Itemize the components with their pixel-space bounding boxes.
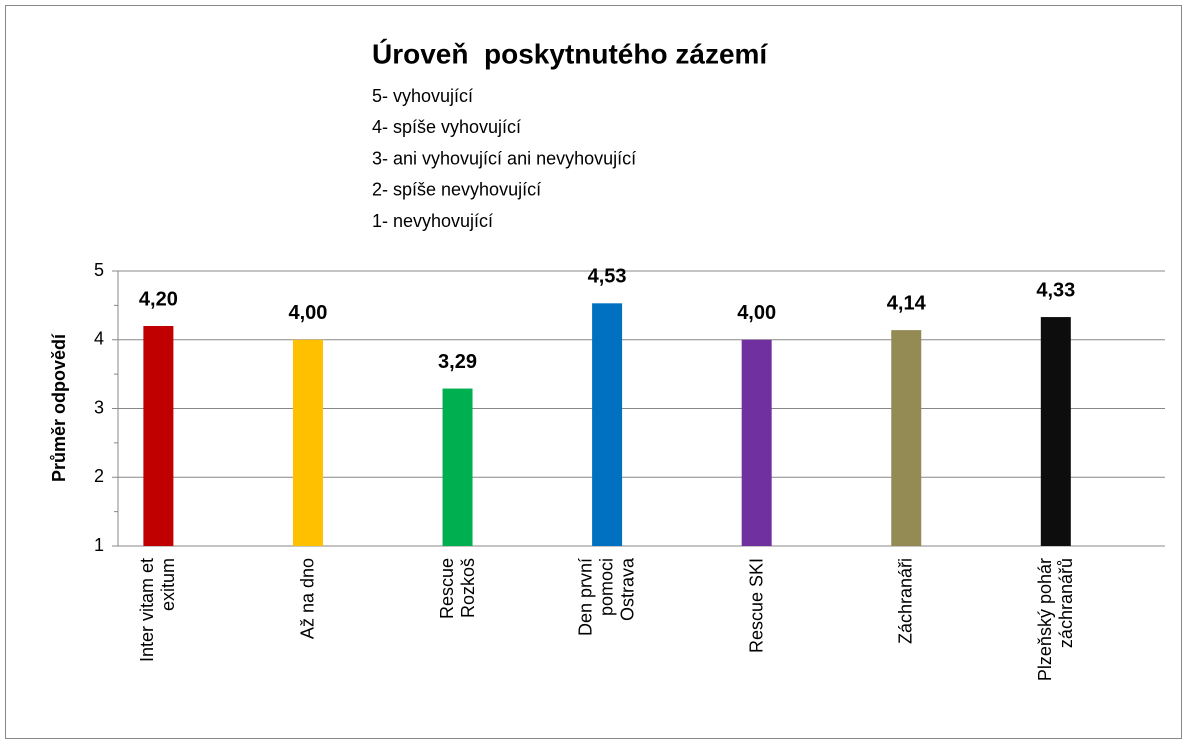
bar <box>891 330 922 546</box>
subtitle-line: 4- spíše vyhovující <box>372 117 521 137</box>
bar <box>592 303 623 546</box>
y-tick-label: 1 <box>94 535 104 555</box>
x-tick-label: Inter vitam et exitum <box>137 558 179 663</box>
x-tick-label: Až na dno <box>297 558 318 640</box>
y-tick-label: 2 <box>94 466 104 486</box>
y-tick-label: 5 <box>94 260 104 280</box>
subtitle-line: 5- vyhovující <box>372 86 473 106</box>
y-axis-label: Průměr odpovědí <box>49 333 69 482</box>
subtitle-line: 1- nevyhovující <box>372 211 493 231</box>
y-tick-label: 3 <box>94 397 104 417</box>
subtitle-line: 2- spíše nevyhovující <box>372 180 541 200</box>
value-label: 4,20 <box>139 288 178 310</box>
chart-border <box>5 5 1182 739</box>
subtitle-line: 3- ani vyhovující ani nevyhovující <box>372 148 636 168</box>
x-tick-label: Rescue Rozkoš <box>436 558 478 620</box>
chart-title: Úroveň poskytnutého zázemí <box>372 38 768 69</box>
x-tick-label: Den první pomoci Ostrava <box>575 558 638 637</box>
value-label: 4,14 <box>887 292 927 314</box>
value-label: 4,53 <box>588 266 627 288</box>
bar <box>741 339 772 546</box>
x-tick-label: Záchranáři <box>895 558 916 645</box>
value-label: 4,00 <box>737 302 776 324</box>
value-label: 3,29 <box>438 351 477 373</box>
bar <box>292 339 323 546</box>
x-tick-label: Rescue SKI <box>746 558 767 654</box>
y-tick-label: 4 <box>94 329 104 349</box>
value-label: 4,00 <box>288 302 327 324</box>
x-tick-label: Plzeňský pohár záchranářů <box>1034 558 1076 682</box>
bar <box>442 388 473 546</box>
bar <box>143 326 174 546</box>
bar <box>1040 317 1071 546</box>
value-label: 4,33 <box>1036 279 1075 301</box>
